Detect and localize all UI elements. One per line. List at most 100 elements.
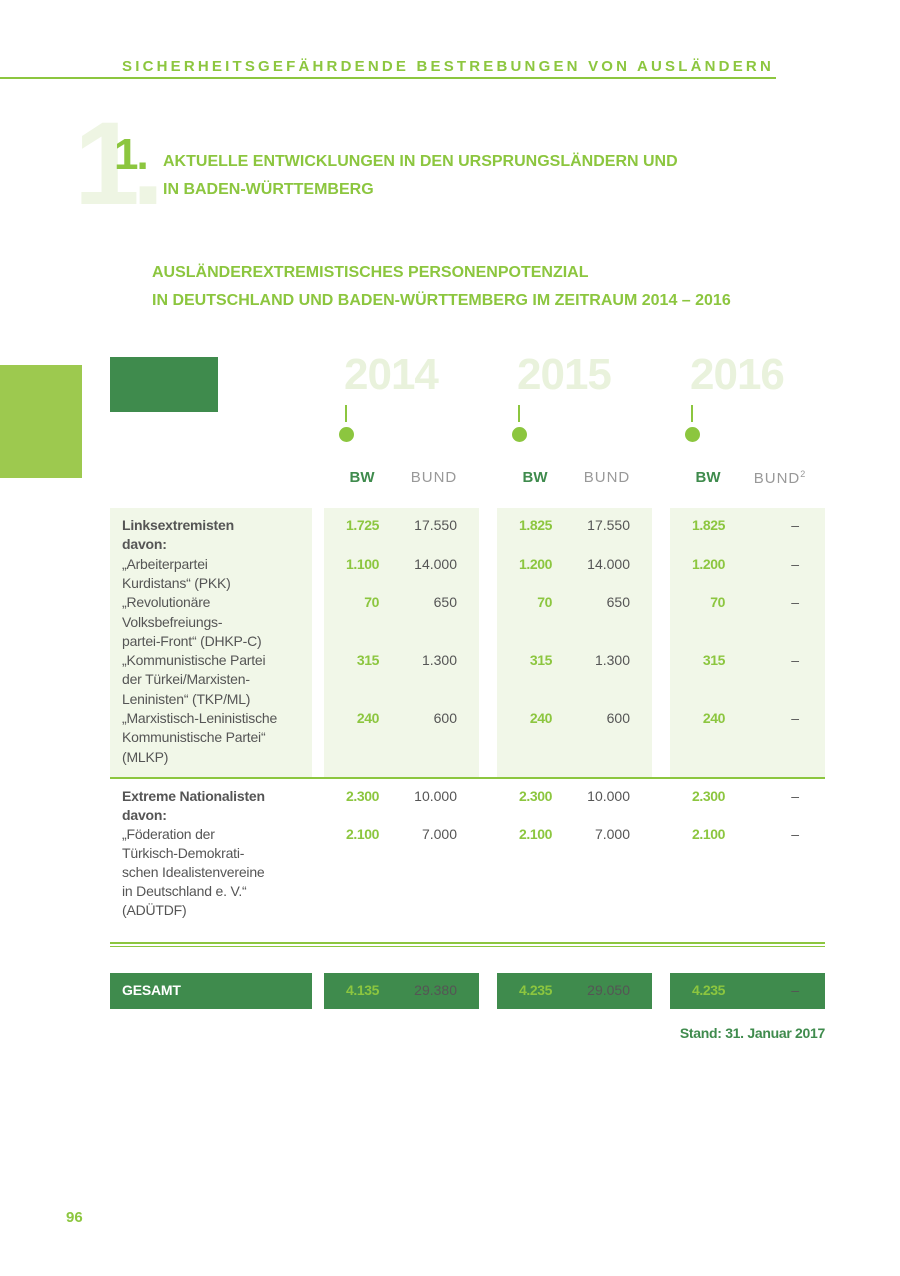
footnote-mark: 2 [800,469,807,479]
value-cell: 7.000 [421,826,457,842]
item-label: der Türkei/Marxisten- [122,671,250,688]
value-cell: – [791,710,799,726]
year-label: 2015 [517,350,612,399]
value-cell: 315 [356,652,380,669]
value-cell: 600 [606,710,630,726]
item-label: „Kommunistische Partei [122,652,266,669]
value-cell: 29.380 [414,982,457,998]
item-label: Kommunistische Partei“ [122,729,266,746]
value-cell: 70 [710,594,725,611]
year-column-bg [324,508,479,778]
value-cell: 4.135 [345,982,379,998]
item-label: schen Idealistenvereine [122,864,265,880]
side-tab [0,365,82,478]
year-tick [345,405,347,422]
value-cell: 240 [702,710,726,726]
value-cell: 14.000 [587,555,630,572]
value-cell: 7.000 [594,826,630,842]
year-column-bg [497,508,652,778]
column-label-bw: BW [349,469,375,486]
table-title: AUSLÄNDEREXTREMISTISCHES PERSONENPOTENZI… [152,264,589,281]
total-column-bg [324,973,479,1009]
header-rule [0,77,776,79]
running-header: SICHERHEITSGEFÄHRDENDE BESTREBUNGEN VON … [122,58,774,75]
year-tick [691,405,693,422]
bund-text: BUND [410,469,458,486]
value-cell: 650 [433,594,457,611]
chapter-title: AKTUELLE ENTWICKLUNGEN IN DEN URSPRUNGSL… [163,153,678,170]
total-label: GESAMT [122,982,181,998]
status-note: Stand: 31. Januar 2017 [679,1025,825,1041]
value-cell: – [791,555,799,572]
value-cell: 4.235 [518,982,552,998]
value-cell: – [791,826,799,842]
item-label: Volksbefreiungs- [122,613,223,630]
value-cell: 29.050 [587,982,630,998]
chapter-title: IN BADEN-WÜRTTEMBERG [163,181,374,198]
item-label: Leninisten“ (TKP/ML) [122,690,251,707]
value-cell: 70 [364,594,379,611]
column-label-bund: BUND2 [740,469,820,487]
value-cell: 17.550 [414,517,457,533]
year-label: 2016 [690,350,785,399]
group-intro: davon: [122,536,167,553]
bund-text: BUND [583,469,631,486]
value-cell: 70 [537,594,552,611]
group-title: Extreme Nationalisten [122,788,265,804]
item-label: in Deutschland e. V.“ [122,883,247,899]
year-label: 2014 [344,350,439,399]
value-cell: – [791,982,799,998]
item-label: partei-Front“ (DHKP-C) [122,632,262,649]
year-tick [518,405,520,422]
group-separator [110,777,825,779]
column-label-bund: BUND [567,469,647,486]
total-column-bg [497,973,652,1009]
value-cell: 1.100 [345,555,379,572]
value-cell: 315 [702,652,726,669]
double-rule [110,946,825,947]
chapter-number: 1. [114,130,149,179]
value-cell: 600 [433,710,457,726]
value-cell: 14.000 [414,555,457,572]
value-cell: 650 [606,594,630,611]
value-cell: 2.100 [345,826,379,842]
corner-block [110,357,218,412]
item-label: „Arbeiterpartei [122,555,208,572]
value-cell: 10.000 [587,788,630,804]
year-dot [339,427,354,442]
value-cell: 1.825 [691,517,725,533]
value-cell: 1.300 [421,652,457,669]
item-label: Kurdistans“ (PKK) [122,574,231,591]
total-column-bg [670,973,825,1009]
value-cell: 2.300 [345,788,379,804]
value-cell: 1.300 [594,652,630,669]
item-label: „Marxistisch-Leninistische [122,710,278,726]
chapter-number-ghost: 1. [74,98,164,230]
value-cell: 4.235 [691,982,725,998]
page-number: 96 [66,1209,83,1226]
label-column-bg [110,508,312,778]
value-cell: 240 [356,710,380,726]
value-cell: – [791,517,799,533]
value-cell: 2.300 [518,788,552,804]
year-dot [512,427,527,442]
value-cell: 10.000 [414,788,457,804]
value-cell: 2.100 [518,826,552,842]
value-cell: 1.725 [345,517,379,533]
year-dot [685,427,700,442]
value-cell: – [791,594,799,611]
column-label-bw: BW [695,469,721,486]
item-label: (MLKP) [122,748,169,765]
item-label: „Revolutionäre [122,594,211,611]
value-cell: 2.300 [691,788,725,804]
value-cell: 17.550 [587,517,630,533]
value-cell: 315 [529,652,553,669]
table-title: IN DEUTSCHLAND UND BADEN-WÜRTTEMBERG IM … [152,292,731,309]
item-label: „Föderation der [122,826,215,842]
column-label-bund: BUND [394,469,474,486]
value-cell: 1.825 [518,517,552,533]
total-label-bg [110,973,312,1009]
item-label: (ADÜTDF) [122,902,187,918]
year-column-bg [670,508,825,778]
